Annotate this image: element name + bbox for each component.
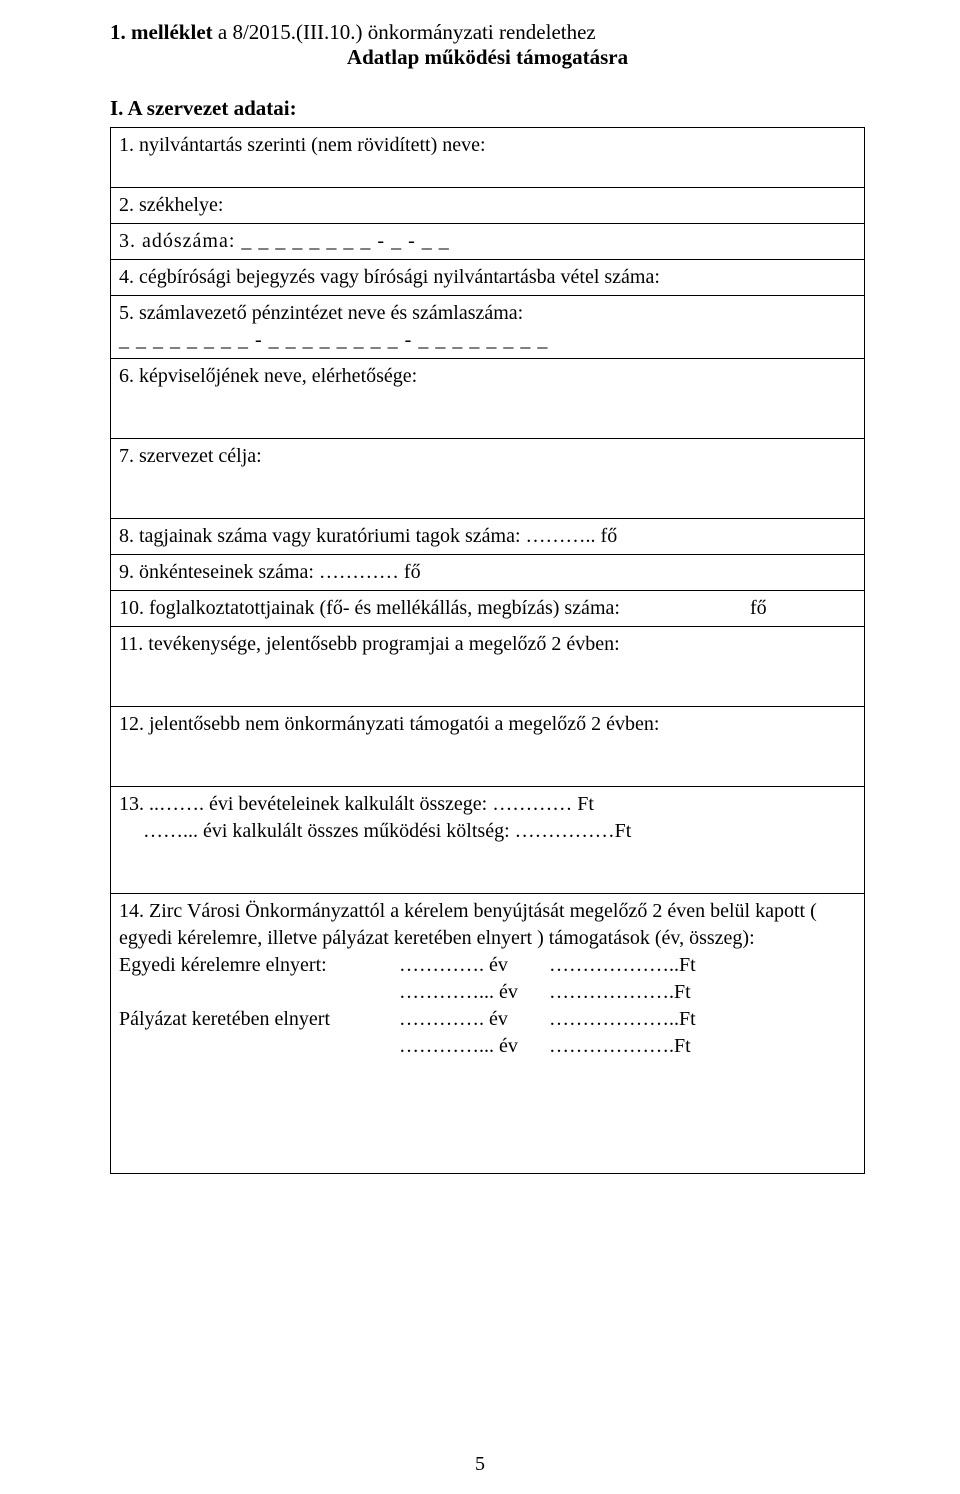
field-14-amount: ……………….Ft (549, 1033, 691, 1060)
field-12-supporters: 12. jelentősebb nem önkormányzati támoga… (111, 707, 865, 787)
field-13-revenue: 13. ..……. évi bevételeinek kalkulált öss… (111, 787, 865, 894)
page: 1. melléklet a 8/2015.(III.10.) önkormán… (0, 0, 960, 1494)
field-13-line1: 13. ..……. évi bevételeinek kalkulált öss… (119, 791, 856, 818)
field-14-amount: ………………..Ft (549, 1006, 696, 1033)
table-row: 6. képviselőjének neve, elérhetősége: (111, 359, 865, 439)
field-6-representative: 6. képviselőjének neve, elérhetősége: (111, 359, 865, 439)
attachment-line: 1. melléklet a 8/2015.(III.10.) önkormán… (110, 20, 865, 45)
attachment-rest: a 8/2015.(III.10.) önkormányzati rendele… (213, 20, 596, 44)
table-row: 7. szervezet célja: (111, 439, 865, 519)
field-3-taxnum: 3. adószáma: _ _ _ _ _ _ _ _ - _ - _ _ (111, 224, 865, 260)
table-row: 9. önkénteseinek száma: ………… fő (111, 555, 865, 591)
field-5-bank: 5. számlavezető pénzintézet neve és szám… (111, 296, 865, 359)
table-row: 12. jelentősebb nem önkormányzati támoga… (111, 707, 865, 787)
table-row: 10. foglalkoztatottjainak (fő- és mellék… (111, 591, 865, 627)
field-4-regnum: 4. cégbírósági bejegyzés vagy bírósági n… (111, 260, 865, 296)
attachment-bold: 1. melléklet (110, 20, 213, 44)
form-title: Adatlap működési támogatásra (110, 45, 865, 70)
field-13-line2: ……... évi kalkulált összes működési költ… (119, 818, 856, 845)
table-row: 5. számlavezető pénzintézet neve és szám… (111, 296, 865, 359)
field-14-row-egyedi-1: Egyedi kérelemre elnyert: …………. év ……………… (119, 952, 856, 979)
field-10-unit: fő (750, 597, 767, 619)
field-14-row-palyazat-1: Pályázat keretében elnyert …………. év …………… (119, 1006, 856, 1033)
field-1-name: 1. nyilvántartás szerinti (nem rövidítet… (111, 128, 865, 188)
field-14-intro: 14. Zirc Városi Önkormányzattól a kérele… (119, 898, 856, 952)
field-14-palyazat-label: Pályázat keretében elnyert (119, 1006, 399, 1033)
field-9-volunteers: 9. önkénteseinek száma: ………… fő (111, 555, 865, 591)
table-row: 14. Zirc Városi Önkormányzattól a kérele… (111, 894, 865, 1174)
table-row: 11. tevékenysége, jelentősebb programjai… (111, 627, 865, 707)
table-row: 3. adószáma: _ _ _ _ _ _ _ _ - _ - _ _ (111, 224, 865, 260)
field-14-egyedi-label: Egyedi kérelemre elnyert: (119, 952, 399, 979)
table-row: 8. tagjainak száma vagy kuratóriumi tago… (111, 519, 865, 555)
field-14-year: …………... év (399, 1033, 549, 1060)
table-row: 13. ..……. évi bevételeinek kalkulált öss… (111, 787, 865, 894)
field-5-blanks: _ _ _ _ _ _ _ _ - _ _ _ _ _ _ _ _ - _ _ … (119, 327, 856, 354)
field-11-activities: 11. tevékenysége, jelentősebb programjai… (111, 627, 865, 707)
field-14-row-egyedi-2: …………... év ……………….Ft (119, 979, 856, 1006)
field-14-year: …………. év (399, 1006, 549, 1033)
field-3-text: 3. adószáma: _ _ _ _ _ _ _ _ - _ - _ _ (119, 230, 450, 252)
table-row: 4. cégbírósági bejegyzés vagy bírósági n… (111, 260, 865, 296)
field-7-purpose: 7. szervezet célja: (111, 439, 865, 519)
field-14-year: …………. év (399, 952, 549, 979)
section-title: I. A szervezet adatai: (110, 96, 865, 121)
table-row: 2. székhelye: (111, 188, 865, 224)
field-2-seat: 2. székhelye: (111, 188, 865, 224)
table-row: 1. nyilvántartás szerinti (nem rövidítet… (111, 128, 865, 188)
field-10-label: 10. foglalkoztatottjainak (fő- és mellék… (119, 597, 620, 619)
field-14-year: …………... év (399, 979, 549, 1006)
field-14-grants: 14. Zirc Városi Önkormányzattól a kérele… (111, 894, 865, 1174)
field-14-row-palyazat-2: …………... év ……………….Ft (119, 1033, 856, 1060)
field-5-label: 5. számlavezető pénzintézet neve és szám… (119, 300, 856, 327)
page-number: 5 (0, 1453, 960, 1476)
field-14-amount: ……………….Ft (549, 979, 691, 1006)
field-10-employees: 10. foglalkoztatottjainak (fő- és mellék… (111, 591, 865, 627)
field-8-members: 8. tagjainak száma vagy kuratóriumi tago… (111, 519, 865, 555)
form-table: 1. nyilvántartás szerinti (nem rövidítet… (110, 127, 865, 1174)
field-14-amount: ………………..Ft (549, 952, 696, 979)
